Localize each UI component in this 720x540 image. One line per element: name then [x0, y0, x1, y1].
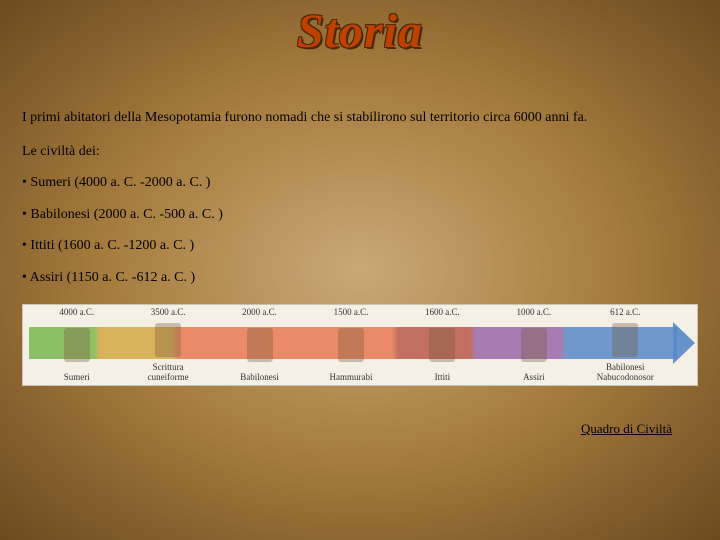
- timeline-icon: [338, 328, 364, 362]
- timeline-item: 612 a.C. BabilonesiNabucodonosor: [580, 305, 671, 385]
- timeline-date: 2000 a.C.: [242, 307, 277, 317]
- list-item: Ittiti (1600 a. C. -1200 a. C. ): [22, 237, 698, 255]
- timeline-label: Ittiti: [435, 373, 451, 382]
- timeline-label: Sumeri: [64, 373, 90, 382]
- timeline-label: BabilonesiNabucodonosor: [597, 363, 654, 382]
- timeline-label: Hammurabi: [329, 373, 372, 382]
- page-title: Storia: [0, 0, 720, 59]
- timeline-item: 1000 a.C. Assiri: [488, 305, 579, 385]
- list-item: Babilonesi (2000 a. C. -500 a. C. ): [22, 206, 698, 224]
- timeline-date: 1000 a.C.: [516, 307, 551, 317]
- timeline-item: 1600 a.C. Ittiti: [397, 305, 488, 385]
- civilization-list: Sumeri (4000 a. C. -2000 a. C. ) Babilon…: [22, 174, 698, 286]
- timeline-label: Scritturacuneiforme: [148, 363, 189, 382]
- timeline-date: 3500 a.C.: [151, 307, 186, 317]
- timeline-items: 4000 a.C. Sumeri 3500 a.C. Scritturacune…: [23, 305, 697, 385]
- intro-text: I primi abitatori della Mesopotamia furo…: [22, 109, 698, 127]
- timeline-date: 1600 a.C.: [425, 307, 460, 317]
- list-item: Sumeri (4000 a. C. -2000 a. C. ): [22, 174, 698, 192]
- timeline-date: 612 a.C.: [610, 307, 640, 317]
- timeline-date: 1500 a.C.: [334, 307, 369, 317]
- timeline-image: 4000 a.C. Sumeri 3500 a.C. Scritturacune…: [22, 304, 698, 386]
- timeline-date: 4000 a.C.: [59, 307, 94, 317]
- timeline-item: 3500 a.C. Scritturacuneiforme: [122, 305, 213, 385]
- timeline-item: 1500 a.C. Hammurabi: [305, 305, 396, 385]
- subhead-text: Le civiltà dei:: [22, 143, 698, 161]
- timeline-label: Babilonesi: [240, 373, 279, 382]
- timeline-icon: [247, 328, 273, 362]
- timeline-icon: [429, 328, 455, 362]
- timeline-icon: [521, 328, 547, 362]
- list-item: Assiri (1150 a. C. -612 a. C. ): [22, 269, 698, 287]
- timeline-item: 4000 a.C. Sumeri: [31, 305, 122, 385]
- timeline-icon: [64, 328, 90, 362]
- link-row: Quadro di Civiltà: [0, 386, 720, 438]
- timeline-item: 2000 a.C. Babilonesi: [214, 305, 305, 385]
- timeline-label: Assiri: [523, 373, 545, 382]
- timeline-icon: [612, 323, 638, 357]
- quadro-link[interactable]: Quadro di Civiltà: [581, 421, 672, 436]
- timeline-icon: [155, 323, 181, 357]
- content-block: I primi abitatori della Mesopotamia furo…: [0, 59, 720, 286]
